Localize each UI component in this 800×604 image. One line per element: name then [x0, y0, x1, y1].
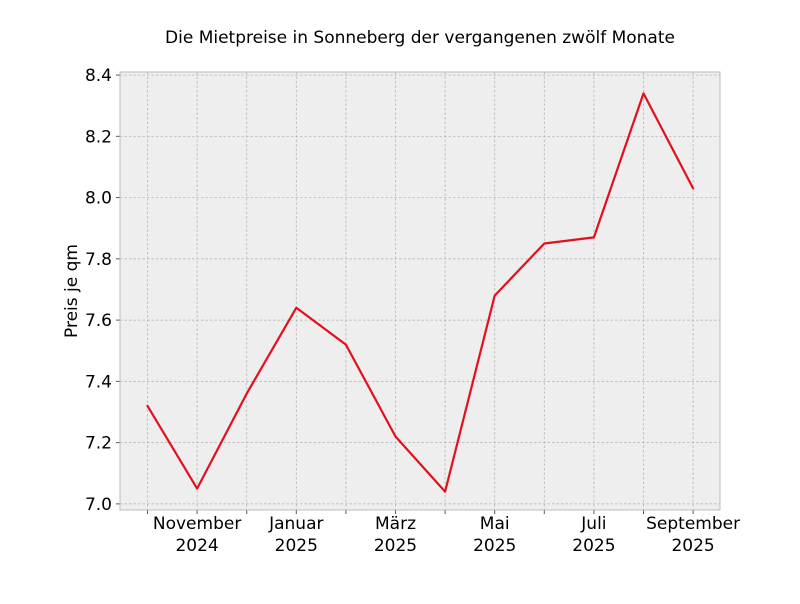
x-tick-label-year: 2024 [175, 536, 218, 556]
x-tick-label-month: September [646, 514, 740, 534]
x-tick-label-month: März [375, 514, 416, 534]
x-tick-label-year: 2025 [572, 536, 615, 556]
x-tick-label-year: 2025 [473, 536, 516, 556]
y-tick-label: 7.2 [85, 434, 112, 454]
x-tick-label-month: Juli [580, 514, 606, 534]
y-tick-label: 8.4 [85, 66, 112, 86]
x-tick-label-year: 2025 [671, 536, 714, 556]
x-tick-label-month: Januar [268, 514, 323, 534]
x-tick-label-month: Mai [480, 514, 510, 534]
x-tick-label-year: 2025 [374, 536, 417, 556]
y-tick-label: 8.2 [85, 127, 112, 147]
x-tick-label-month: November [153, 514, 241, 534]
x-tick-label-year: 2025 [275, 536, 318, 556]
y-axis-label: Preis je qm [62, 244, 82, 338]
y-tick-label: 8.0 [85, 189, 112, 209]
y-tick-label: 7.8 [85, 250, 112, 270]
plot-background [120, 72, 720, 510]
y-tick-label: 7.4 [85, 372, 112, 392]
y-tick-label: 7.0 [85, 495, 112, 515]
chart-title: Die Mietpreise in Sonneberg der vergange… [165, 28, 675, 48]
y-tick-label: 7.6 [85, 311, 112, 331]
